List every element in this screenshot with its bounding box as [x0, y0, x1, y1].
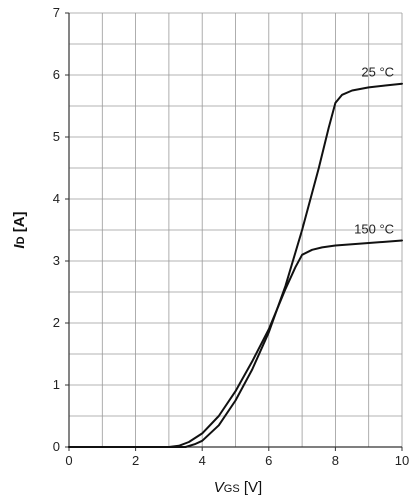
x-tick-label: 0	[65, 453, 72, 468]
series-line-25c	[68, 82, 403, 448]
x-tick-label: 10	[395, 453, 409, 468]
y-axis-title: ID [A]	[11, 211, 28, 248]
series-labels: 25 °C 150 °C	[354, 64, 394, 236]
x-tick-label: 6	[265, 453, 272, 468]
x-tick-label: 8	[332, 453, 339, 468]
x-axis-title: VGS [V]	[214, 479, 262, 496]
y-tick-label: 7	[53, 5, 60, 20]
y-tick-label: 4	[53, 191, 60, 206]
series-label-25c: 25 °C	[361, 64, 394, 79]
x-tick-label: 2	[132, 453, 139, 468]
y-tick-label: 3	[53, 253, 60, 268]
grid-lines	[68, 12, 403, 448]
series-line-150c	[68, 239, 403, 448]
series-lines	[68, 82, 403, 448]
y-tick-label: 1	[53, 377, 60, 392]
y-tick-label: 6	[53, 67, 60, 82]
series-label-150c: 150 °C	[354, 221, 394, 236]
y-tick-label: 0	[53, 439, 60, 454]
y-tick-label: 2	[53, 315, 60, 330]
x-tick-label: 4	[199, 453, 206, 468]
tick-labels: 0 2 4 6 8 10 0 1 2 3 4 5 6 7	[53, 5, 409, 468]
y-tick-label: 5	[53, 129, 60, 144]
